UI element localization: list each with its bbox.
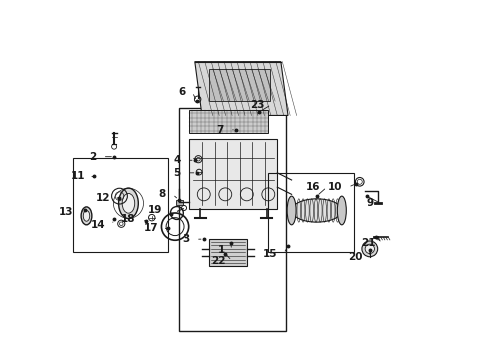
Bar bbox=[176, 200, 183, 205]
Text: 23: 23 bbox=[250, 100, 265, 110]
Bar bbox=[209, 69, 270, 101]
Bar bbox=[190, 139, 277, 209]
Bar bbox=[190, 110, 269, 134]
Circle shape bbox=[362, 241, 378, 257]
Text: 6: 6 bbox=[178, 87, 186, 97]
Text: 8: 8 bbox=[159, 189, 166, 199]
Text: 13: 13 bbox=[59, 207, 74, 217]
Text: 4: 4 bbox=[173, 155, 180, 165]
Ellipse shape bbox=[292, 199, 342, 222]
Text: 22: 22 bbox=[211, 256, 225, 266]
Ellipse shape bbox=[287, 196, 296, 225]
Ellipse shape bbox=[81, 207, 92, 225]
Polygon shape bbox=[195, 62, 288, 116]
Ellipse shape bbox=[83, 211, 90, 221]
Text: 7: 7 bbox=[216, 125, 223, 135]
Text: 12: 12 bbox=[96, 193, 111, 203]
Circle shape bbox=[365, 244, 374, 253]
Ellipse shape bbox=[122, 193, 135, 213]
Ellipse shape bbox=[119, 188, 138, 219]
Text: 11: 11 bbox=[71, 171, 85, 181]
Bar bbox=[179, 108, 286, 330]
Text: 10: 10 bbox=[327, 182, 342, 192]
Bar bbox=[73, 158, 168, 252]
Text: 19: 19 bbox=[148, 206, 163, 216]
Text: 18: 18 bbox=[121, 215, 136, 224]
Text: 5: 5 bbox=[173, 168, 180, 178]
Ellipse shape bbox=[337, 196, 346, 225]
Text: 17: 17 bbox=[145, 224, 159, 233]
Text: 16: 16 bbox=[306, 182, 320, 192]
Text: 21: 21 bbox=[362, 238, 376, 248]
Bar bbox=[209, 239, 247, 266]
Text: 1: 1 bbox=[218, 245, 225, 255]
Text: 20: 20 bbox=[348, 252, 363, 262]
Bar bbox=[269, 173, 354, 252]
Text: 9: 9 bbox=[367, 198, 374, 208]
Text: 3: 3 bbox=[182, 234, 190, 244]
Text: 15: 15 bbox=[263, 248, 277, 258]
Text: 14: 14 bbox=[91, 220, 105, 230]
Text: 2: 2 bbox=[89, 152, 96, 162]
